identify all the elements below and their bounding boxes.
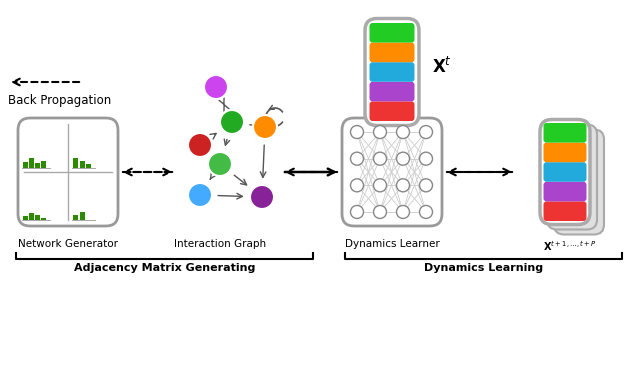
Text: $\mathbf{X}^t$: $\mathbf{X}^t$ [432, 57, 452, 77]
Circle shape [188, 183, 212, 207]
Text: Adjacency Matrix Generating: Adjacency Matrix Generating [74, 263, 255, 273]
FancyBboxPatch shape [18, 118, 118, 226]
FancyBboxPatch shape [369, 43, 415, 62]
Bar [23, 216, 28, 220]
Circle shape [250, 185, 274, 209]
Text: Interaction Graph: Interaction Graph [174, 239, 266, 249]
Bar [41, 218, 45, 220]
Circle shape [351, 179, 364, 192]
Circle shape [204, 75, 228, 99]
Text: Dynamics Learning: Dynamics Learning [424, 263, 543, 273]
Circle shape [351, 152, 364, 165]
FancyBboxPatch shape [543, 182, 586, 201]
Circle shape [419, 205, 433, 218]
Circle shape [419, 152, 433, 165]
FancyBboxPatch shape [369, 23, 415, 43]
Circle shape [397, 179, 410, 192]
Bar [73, 215, 77, 220]
FancyBboxPatch shape [369, 62, 415, 82]
Circle shape [351, 126, 364, 138]
Bar [80, 161, 84, 168]
Circle shape [253, 115, 277, 139]
Circle shape [374, 205, 387, 218]
Circle shape [374, 179, 387, 192]
Bar [35, 215, 40, 220]
FancyBboxPatch shape [369, 101, 415, 121]
FancyBboxPatch shape [543, 143, 586, 162]
Bar [29, 158, 33, 168]
Text: Dynamics Learner: Dynamics Learner [344, 239, 440, 249]
Bar [73, 158, 77, 168]
Text: $\mathbf{X}^{t+1,\ldots,t+P}$: $\mathbf{X}^{t+1,\ldots,t+P}$ [543, 239, 597, 253]
Circle shape [208, 152, 232, 176]
FancyBboxPatch shape [543, 123, 586, 143]
FancyBboxPatch shape [540, 120, 590, 224]
Circle shape [351, 205, 364, 218]
Bar [29, 213, 33, 220]
Text: Network Generator: Network Generator [18, 239, 118, 249]
FancyBboxPatch shape [365, 18, 419, 126]
FancyBboxPatch shape [369, 82, 415, 101]
FancyBboxPatch shape [543, 201, 586, 221]
Bar [80, 211, 84, 220]
Circle shape [374, 126, 387, 138]
FancyBboxPatch shape [543, 162, 586, 182]
Circle shape [397, 126, 410, 138]
FancyBboxPatch shape [547, 124, 597, 230]
Bar [23, 161, 28, 168]
Bar [35, 163, 40, 168]
Circle shape [419, 126, 433, 138]
Circle shape [220, 110, 244, 134]
Circle shape [397, 152, 410, 165]
Text: Back Propagation: Back Propagation [8, 94, 111, 107]
Bar [86, 164, 90, 168]
Circle shape [188, 133, 212, 157]
FancyBboxPatch shape [342, 118, 442, 226]
Circle shape [374, 152, 387, 165]
Circle shape [419, 179, 433, 192]
Circle shape [397, 205, 410, 218]
FancyBboxPatch shape [554, 130, 604, 234]
Bar [41, 161, 45, 168]
